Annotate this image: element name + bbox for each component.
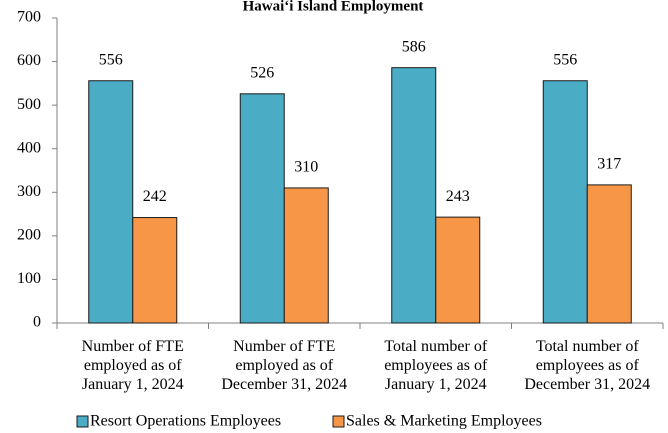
x-tick-label: Total number of employees as of December…	[524, 338, 651, 393]
bar	[542, 80, 588, 324]
data-label: 556	[99, 51, 123, 68]
data-label: 310	[294, 159, 318, 176]
data-label: 556	[553, 51, 577, 68]
bar	[239, 93, 285, 324]
data-label: 526	[250, 64, 274, 81]
y-tick-label: 700	[17, 9, 41, 26]
x-tick-label: Number of FTE employed as of December 31…	[221, 338, 348, 393]
y-tick-label: 0	[33, 314, 41, 331]
bar	[391, 67, 437, 324]
bar	[88, 80, 134, 324]
y-tick-label: 600	[17, 52, 41, 69]
bar	[435, 216, 481, 324]
y-tick-label: 300	[17, 183, 41, 200]
y-tick-label: 200	[17, 227, 41, 244]
bar	[283, 187, 329, 324]
legend-label: Resort Operations Employees	[90, 413, 281, 430]
chart-title: Hawaiʻi Island Employment	[243, 0, 424, 14]
y-tick-label: 100	[17, 270, 41, 287]
x-tick-label: Number of FTE employed as of January 1, …	[81, 338, 184, 393]
y-tick-label: 500	[17, 96, 41, 113]
y-tick-label: 400	[17, 139, 41, 156]
legend-swatch	[76, 415, 89, 428]
data-label: 243	[446, 188, 470, 205]
bar	[586, 184, 632, 324]
bar	[132, 217, 178, 324]
legend-swatch	[332, 415, 345, 428]
data-label: 317	[597, 156, 621, 173]
legend-label: Sales & Marketing Employees	[346, 413, 542, 430]
data-label: 586	[402, 38, 426, 55]
x-tick-label: Total number of employees as of January …	[384, 338, 488, 393]
data-label: 242	[143, 188, 167, 205]
